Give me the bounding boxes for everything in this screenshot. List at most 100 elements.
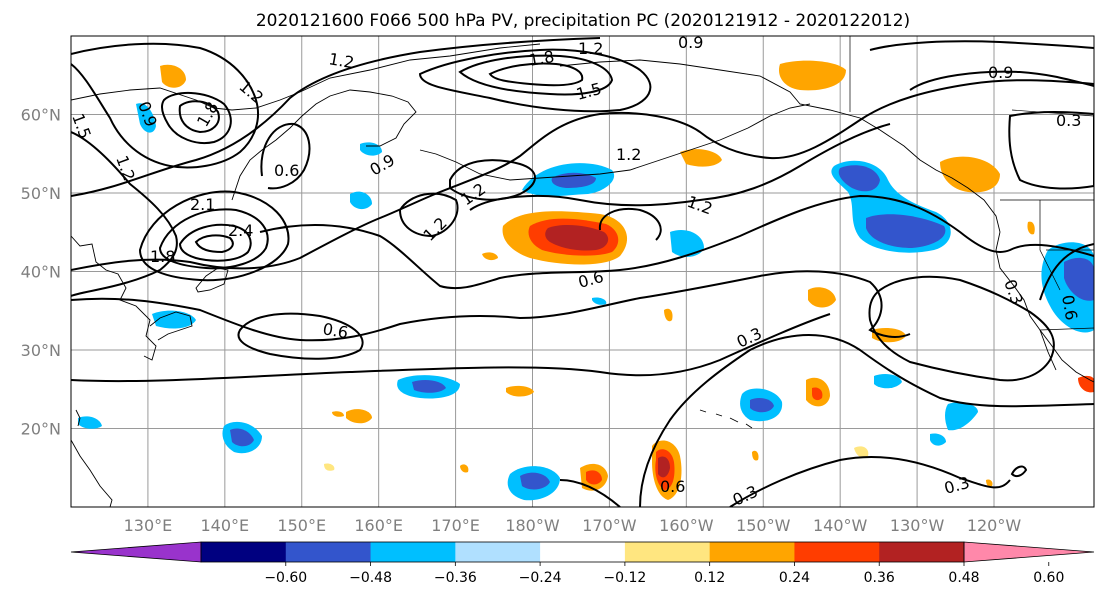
pv-contour — [71, 131, 178, 297]
precip-positive-blob — [332, 411, 344, 417]
precip-negative-blob — [670, 229, 704, 257]
latitude-labels: 60°N 50°N 40°N 30°N 20°N — [21, 106, 61, 439]
precip-negative-blob — [152, 310, 196, 329]
longitude-tick-label: 120°W — [967, 516, 1022, 535]
latitude-tick-label: 50°N — [21, 184, 61, 203]
pv-contour — [71, 37, 601, 197]
precip-negative-blob — [520, 472, 550, 490]
coastline-asia — [71, 235, 157, 361]
latitude-tick-label: 30°N — [21, 341, 61, 360]
pv-contour — [458, 54, 614, 96]
colorbar-segment — [540, 542, 626, 562]
colorbar-tick-label: −0.36 — [434, 570, 477, 586]
contour-label: 0.6 — [274, 161, 299, 180]
precip-negative-blob — [1064, 257, 1094, 301]
contour-label: 0.6 — [321, 319, 349, 342]
pv-contour — [869, 40, 1094, 51]
colorbar-segment — [455, 542, 541, 562]
precip-negative-blob — [230, 428, 254, 447]
precipitation-anomaly-shading — [78, 60, 1094, 501]
coastline-north-america — [995, 231, 1094, 383]
colorbar-tick-label: −0.12 — [603, 570, 646, 586]
pv-contour — [1010, 465, 1028, 478]
colorbar-tick-label: 0.12 — [694, 570, 725, 586]
precip-positive-blob — [808, 287, 836, 308]
pv-contour — [398, 192, 459, 238]
pv-contour — [488, 62, 584, 87]
precip-negative-blob — [866, 214, 946, 248]
pv-contours — [71, 37, 1094, 507]
colorbar-segment — [285, 542, 372, 562]
pv-contour — [868, 275, 1055, 382]
coastline-baja — [1039, 329, 1057, 371]
pv-contour — [160, 91, 232, 144]
precip-positive-blob — [752, 450, 759, 461]
colorbar: −0.60 −0.48 −0.36 −0.24 −0.12 0.12 0.24 0.36 0.4… — [70, 541, 1095, 586]
colorbar-extend-low — [70, 541, 202, 563]
colorbar-tick-label: 0.60 — [1033, 570, 1064, 586]
pv-contour — [418, 48, 652, 113]
precip-positive-blob — [940, 156, 1000, 193]
pv-contour — [194, 234, 234, 254]
precip-negative-blob — [874, 374, 902, 389]
colorbar-tick-label: −0.60 — [264, 570, 307, 586]
longitude-tick-label: 170°E — [431, 516, 480, 535]
precip-positive-blob — [545, 225, 609, 251]
precip-negative-blob — [945, 402, 978, 431]
coastline-taiwan — [75, 409, 81, 427]
pv-contour — [178, 223, 252, 262]
precip-positive-blob — [1027, 221, 1035, 235]
precip-positive-blob — [506, 385, 534, 397]
precip-positive-blob — [324, 463, 335, 471]
latitude-tick-label: 20°N — [21, 420, 61, 439]
contour-label: 0.9 — [678, 33, 703, 52]
longitude-tick-label: 160°E — [354, 516, 403, 535]
contour-label: 1.8 — [527, 47, 555, 70]
pv-contour — [1008, 111, 1094, 190]
pv-contour — [138, 190, 290, 282]
precip-negative-blob — [930, 433, 946, 446]
colorbar-segment — [370, 542, 456, 562]
longitude-tick-label: 150°W — [736, 516, 791, 535]
colorbar-tick-label: 0.24 — [779, 570, 810, 586]
pv-contour — [559, 479, 621, 507]
pv-contour — [178, 100, 220, 134]
longitude-tick-label: 160°W — [659, 516, 714, 535]
longitude-tick-label: 140°E — [201, 516, 250, 535]
contour-label: 1.2 — [327, 49, 355, 72]
coastline-hokkaido — [195, 267, 229, 293]
pv-contour — [71, 42, 259, 169]
contour-label: 1.8 — [150, 247, 175, 266]
pv-contour — [449, 159, 536, 201]
colorbar-segment — [879, 542, 965, 562]
precip-positive-blob — [586, 470, 602, 485]
colorbar-tick-label: 0.48 — [948, 570, 979, 586]
precip-positive-blob — [986, 479, 993, 487]
pv-contour — [469, 123, 891, 211]
precip-positive-blob — [664, 308, 673, 322]
precip-positive-blob — [160, 64, 186, 88]
longitude-tick-label: 180°W — [505, 516, 560, 535]
pv-contour — [259, 194, 1094, 290]
colorbar-segment — [709, 542, 795, 562]
figure-title: 2020121600 F066 500 hPa PV, precipitatio… — [256, 11, 910, 31]
colorbar-segment — [794, 542, 880, 562]
precip-positive-blob — [460, 464, 469, 473]
precip-positive-blob — [346, 409, 372, 424]
contour-label: 1.5 — [68, 111, 95, 141]
coastline-islands-hawaii — [699, 409, 753, 429]
contour-label: 0.6 — [1058, 293, 1081, 321]
latitude-tick-label: 60°N — [21, 106, 61, 125]
precip-negative-blob — [136, 103, 156, 133]
pv-contour — [909, 70, 1094, 91]
pv-contour — [158, 208, 269, 270]
coastline-kamchatka — [231, 89, 417, 201]
coastline-siberia — [71, 43, 541, 111]
pv-contour — [260, 122, 311, 190]
precip-positive-blob — [778, 60, 846, 91]
coastlines — [71, 43, 1094, 507]
coastline-alaska — [559, 59, 1001, 233]
pv-contour — [71, 313, 831, 383]
precip-positive-blob — [680, 149, 722, 167]
colorbar-tick-label: −0.48 — [349, 570, 392, 586]
